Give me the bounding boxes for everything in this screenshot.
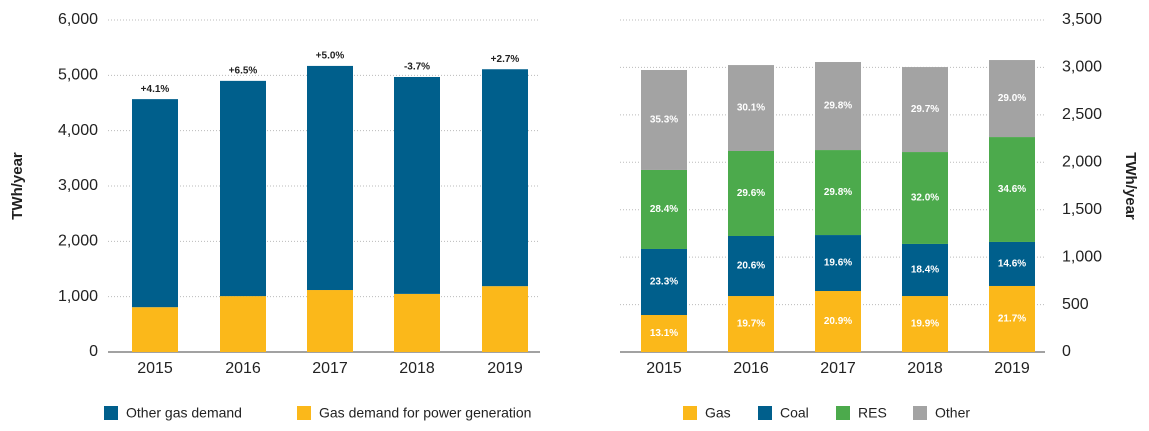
segment-label: 14.6% (998, 259, 1026, 270)
segment-label: 28.4% (650, 204, 678, 215)
legend-label: Other gas demand (126, 405, 242, 421)
segment-label: 29.6% (737, 188, 765, 199)
bar-segment (902, 243, 948, 297)
bar-segment (728, 65, 774, 151)
legend-label: Other (935, 405, 970, 421)
y-tick-label: 3,000 (1062, 59, 1102, 76)
bar-segment (394, 76, 440, 294)
y-tick-label: 2,000 (58, 233, 98, 250)
growth-label: +6.5% (229, 66, 258, 77)
y-axis-label: TWh/year (9, 152, 26, 220)
bar-segment (482, 69, 528, 287)
x-tick-label: 2016 (733, 360, 769, 377)
growth-label: +5.0% (316, 51, 345, 62)
x-tick-label: 2018 (907, 360, 943, 377)
bar-segment (641, 248, 687, 316)
segment-label: 21.7% (998, 314, 1026, 325)
bar-segment (989, 60, 1035, 138)
x-tick-label: 2017 (820, 360, 856, 377)
segment-label: 29.7% (911, 104, 939, 115)
growth-label: +4.1% (141, 84, 170, 95)
bar-segment (989, 137, 1035, 242)
y-tick-label: 3,500 (1062, 11, 1102, 28)
segment-label: 29.8% (824, 187, 852, 198)
y-axis-label: TWh/year (1122, 152, 1139, 220)
y-tick-label: 5,000 (58, 67, 98, 84)
bar-segment (815, 291, 861, 352)
bar-segment (220, 296, 266, 352)
legend-swatch (913, 406, 927, 420)
x-tick-label: 2017 (312, 360, 348, 377)
bar-segment (728, 235, 774, 297)
growth-label: -3.7% (404, 62, 430, 73)
x-tick-label: 2016 (225, 360, 261, 377)
y-tick-label: 1,000 (58, 288, 98, 305)
y-tick-label: 4,000 (58, 122, 98, 139)
legend-swatch (683, 406, 697, 420)
segment-label: 19.7% (737, 319, 765, 330)
bar-segment (132, 99, 178, 308)
bar-segment (641, 315, 687, 352)
bar-segment (902, 296, 948, 352)
legend-swatch (104, 406, 118, 420)
x-tick-label: 2015 (137, 360, 173, 377)
segment-label: 20.9% (824, 316, 852, 327)
segment-label: 20.6% (737, 261, 765, 272)
y-tick-label: 0 (89, 343, 98, 360)
segment-label: 19.9% (911, 319, 939, 330)
y-tick-label: 500 (1062, 296, 1089, 313)
legend-label: Gas demand for power generation (319, 405, 531, 421)
bar-segment (220, 80, 266, 297)
legend-label: Gas (705, 405, 731, 421)
x-tick-label: 2019 (487, 360, 523, 377)
segment-label: 32.0% (911, 193, 939, 204)
y-tick-label: 2,000 (1062, 154, 1102, 171)
segment-label: 35.3% (650, 115, 678, 126)
bar-segment (815, 235, 861, 292)
y-tick-label: 1,000 (1062, 248, 1102, 265)
bar-segment (989, 241, 1035, 286)
bar-segment (902, 67, 948, 153)
y-tick-label: 0 (1062, 343, 1071, 360)
segment-label: 34.6% (998, 184, 1026, 195)
x-tick-label: 2019 (994, 360, 1030, 377)
segment-label: 18.4% (911, 265, 939, 276)
y-tick-label: 3,000 (58, 177, 98, 194)
segment-label: 19.6% (824, 258, 852, 269)
legend-swatch (297, 406, 311, 420)
bar-segment (641, 169, 687, 249)
legend-swatch (836, 406, 850, 420)
growth-label: +2.7% (491, 54, 520, 65)
bar-segment (641, 69, 687, 170)
bar-segment (815, 62, 861, 151)
x-tick-label: 2018 (399, 360, 435, 377)
bar-segment (307, 290, 353, 352)
bar-segment (728, 150, 774, 236)
bar-segment (394, 293, 440, 352)
x-tick-label: 2015 (646, 360, 682, 377)
segment-label: 23.3% (650, 277, 678, 288)
legend-label: RES (858, 405, 887, 421)
bar-segment (482, 286, 528, 352)
bar-segment (902, 152, 948, 244)
y-tick-label: 6,000 (58, 11, 98, 28)
segment-label: 30.1% (737, 103, 765, 114)
bar-segment (815, 150, 861, 236)
legend-label: Coal (780, 405, 809, 421)
segment-label: 13.1% (650, 328, 678, 339)
y-tick-label: 1,500 (1062, 201, 1102, 218)
bar-segment (132, 307, 178, 352)
bar-segment (307, 65, 353, 291)
segment-label: 29.8% (824, 101, 852, 112)
segment-label: 29.0% (998, 93, 1026, 104)
y-tick-label: 2,500 (1062, 106, 1102, 123)
bar-segment (989, 285, 1035, 352)
legend-swatch (758, 406, 772, 420)
bar-segment (728, 296, 774, 352)
